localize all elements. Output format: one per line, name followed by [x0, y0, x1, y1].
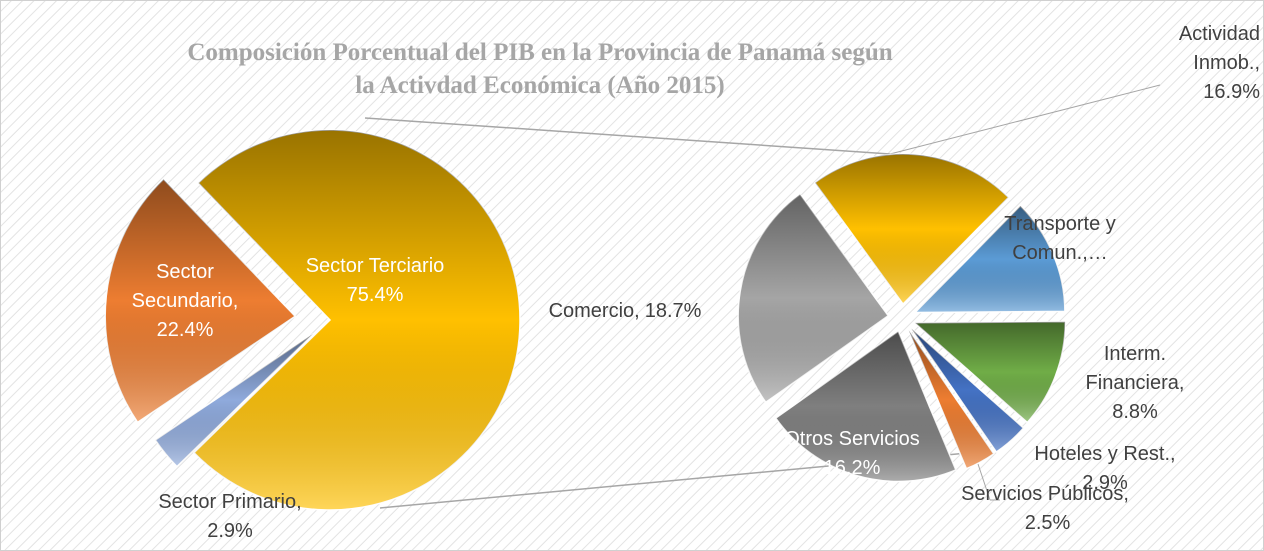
label-category: Interm. Financiera, — [1085, 343, 1185, 394]
slice-shade — [105, 179, 296, 423]
data-label: Sector Terciario 75.4% — [265, 252, 485, 310]
label-value: 75.4% — [346, 284, 404, 306]
label-value: 18.7% — [644, 300, 702, 322]
slice-shade — [914, 205, 1065, 313]
data-label: Otros Servicios 16.2% — [762, 425, 942, 483]
label-value: 16.2% — [823, 457, 881, 479]
leader-line — [889, 84, 1161, 155]
slice-shade — [194, 130, 521, 510]
label-category: Otros Servicios — [784, 428, 920, 450]
data-label: Comercio, 18.7% — [495, 297, 755, 326]
label-value: 22.4% — [156, 319, 214, 341]
slice-shade — [738, 194, 889, 403]
slice-shade — [775, 331, 956, 482]
data-label: Transporte y Comun.,… — [970, 210, 1150, 268]
slice-shade — [908, 330, 994, 469]
slice-shade — [155, 333, 313, 467]
label-value: 8.8% — [1112, 401, 1158, 423]
label-value: 2.9% — [207, 520, 253, 542]
connector — [364, 117, 891, 155]
label-category: Sector Secundario, — [131, 261, 239, 312]
slice-shade — [814, 154, 1009, 305]
label-category: Sector Primario, — [158, 491, 302, 513]
label-category: Comercio, — [548, 300, 640, 322]
label-value: 2.9% — [1082, 472, 1128, 494]
label-category: Transporte y Comun.,… — [1004, 213, 1116, 264]
data-label: Interm. Financiera, 8.8% — [1060, 340, 1210, 427]
label-category: Actividad Inmob., — [1178, 23, 1260, 74]
data-label: Sector Secundario, 22.4% — [110, 258, 260, 345]
chart-title: Composición Porcentual del PIB en la Pro… — [187, 39, 893, 99]
slice-shade — [915, 321, 1066, 423]
data-label: Hoteles y Rest., 2.9% — [1000, 440, 1210, 498]
label-value: 2.5% — [1024, 512, 1071, 534]
slice-shade — [911, 328, 1024, 453]
label-category: Hoteles y Rest., — [1034, 443, 1176, 465]
label-category: Sector Terciario — [305, 255, 445, 277]
label-value: 16.9% — [1203, 81, 1260, 103]
data-label: Servicios Públicos, 2.5% — [960, 480, 1130, 538]
label-category: Servicios Públicos, — [961, 483, 1129, 505]
data-label: Sector Primario, 2.9% — [120, 488, 340, 546]
data-label: Actividad Inmob., 16.9% — [1130, 20, 1260, 107]
